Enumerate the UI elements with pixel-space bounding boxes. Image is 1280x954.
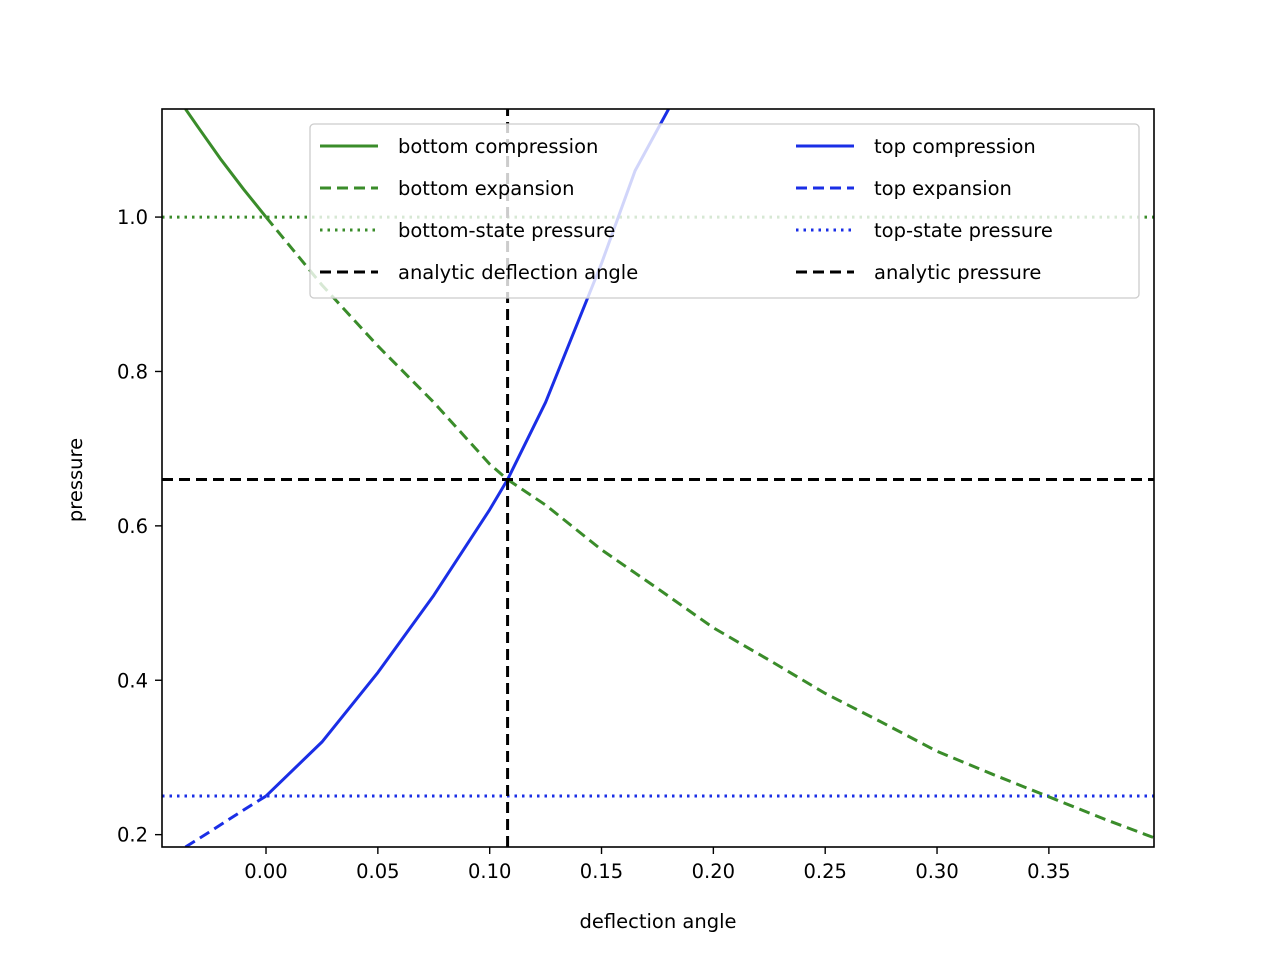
y-axis-label: pressure (64, 438, 87, 522)
axes-frame (161, 108, 1155, 848)
legend-label-bottom-compression: bottom compression (398, 135, 598, 158)
x-axis: 0.00 0.05 0.10 0.15 0.20 0.25 0.30 0.35 (244, 847, 1071, 883)
x-tick-label: 0.35 (1027, 860, 1070, 883)
y-tick-label: 0.6 (117, 515, 148, 538)
y-tick-label: 0.2 (117, 824, 148, 847)
series-line-bottom-compression (184, 109, 268, 219)
legend-label-analytic-deflection-angle: analytic deflection angle (398, 261, 638, 284)
x-tick-label: 0.30 (915, 860, 958, 883)
x-tick-label: 0.20 (692, 860, 735, 883)
x-tick-label: 0.25 (803, 860, 846, 883)
y-axis: 0.2 0.4 0.6 0.8 1.0 (117, 206, 162, 847)
y-tick-label: 0.8 (117, 360, 148, 383)
x-tick-label: 0.00 (244, 860, 287, 883)
legend-label-bottom-state-pressure: bottom-state pressure (398, 219, 615, 242)
legend-label-top-compression: top compression (874, 135, 1036, 158)
x-tick-label: 0.15 (580, 860, 623, 883)
y-tick-label: 0.4 (117, 669, 148, 692)
legend-label-bottom-expansion: bottom expansion (398, 177, 574, 200)
series-line-bottom-expansion (264, 216, 1154, 840)
legend-label-top-state-pressure: top-state pressure (874, 219, 1053, 242)
x-tick-label: 0.10 (468, 860, 511, 883)
x-tick-label: 0.05 (356, 860, 399, 883)
legend-label-analytic-pressure: analytic pressure (874, 261, 1041, 284)
y-tick-label: 1.0 (117, 206, 148, 229)
legend-box (309, 123, 1140, 299)
x-axis-label: deflection angle (579, 910, 736, 933)
legend: bottom compression bottom expansion bottom… (309, 123, 1140, 299)
legend-label-top-expansion: top expansion (874, 177, 1012, 200)
